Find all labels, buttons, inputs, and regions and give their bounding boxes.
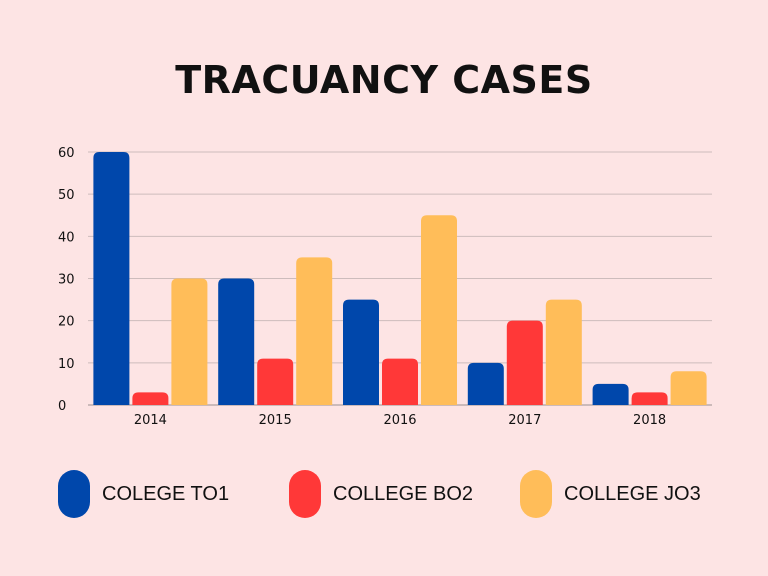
bar-2016-series-3	[421, 215, 457, 405]
legend-item-college-bo2: COLLEGE BO2	[289, 470, 473, 518]
bar-2016-series-2	[382, 358, 418, 405]
legend-label-college-to1: COLEGE TO1	[102, 482, 230, 505]
chart-title: TRACUANCY CASES	[175, 58, 593, 102]
y-tick-label-40: 40	[58, 230, 75, 245]
y-tick-label-0: 0	[58, 399, 66, 414]
legend-swatch-college-bo2	[289, 470, 321, 518]
y-tick-label-10: 10	[58, 357, 75, 372]
legend-item-college-jo3: COLLEGE JO3	[520, 470, 701, 518]
x-tick-label-2014: 2014	[134, 413, 167, 428]
bar-2014-series-1	[93, 152, 130, 405]
x-tick-label-2015: 2015	[259, 413, 292, 428]
bar-2015-series-3	[296, 257, 333, 405]
x-tick-label-2017: 2017	[508, 413, 541, 428]
bar-2018-series-2	[631, 392, 668, 405]
y-tick-label-60: 60	[58, 146, 75, 161]
y-tick-label-30: 30	[58, 273, 75, 288]
legend-swatch-college-to1	[58, 470, 90, 518]
bar-2017-series-3	[545, 299, 582, 405]
x-tick-label-2016: 2016	[383, 413, 416, 428]
bar-2014-series-3	[171, 278, 208, 405]
bar-2017-series-1	[467, 362, 504, 405]
bar-2014-series-2	[132, 392, 169, 405]
x-tick-label-2018: 2018	[633, 413, 666, 428]
bar-2015-series-2	[257, 358, 294, 405]
bar-2015-series-1	[218, 278, 255, 405]
bar-2018-series-3	[670, 371, 707, 405]
legend-swatch-college-jo3	[520, 470, 552, 518]
bar-2017-series-2	[506, 320, 543, 405]
y-tick-label-50: 50	[58, 188, 75, 203]
legend-label-college-jo3: COLLEGE JO3	[564, 482, 701, 505]
legend-item-college-to1: COLEGE TO1	[58, 470, 229, 518]
bar-2018-series-1	[592, 383, 629, 405]
bar-2016-series-1	[343, 299, 379, 405]
legend-label-college-bo2: COLLEGE BO2	[333, 482, 474, 505]
y-tick-label-20: 20	[58, 315, 75, 330]
